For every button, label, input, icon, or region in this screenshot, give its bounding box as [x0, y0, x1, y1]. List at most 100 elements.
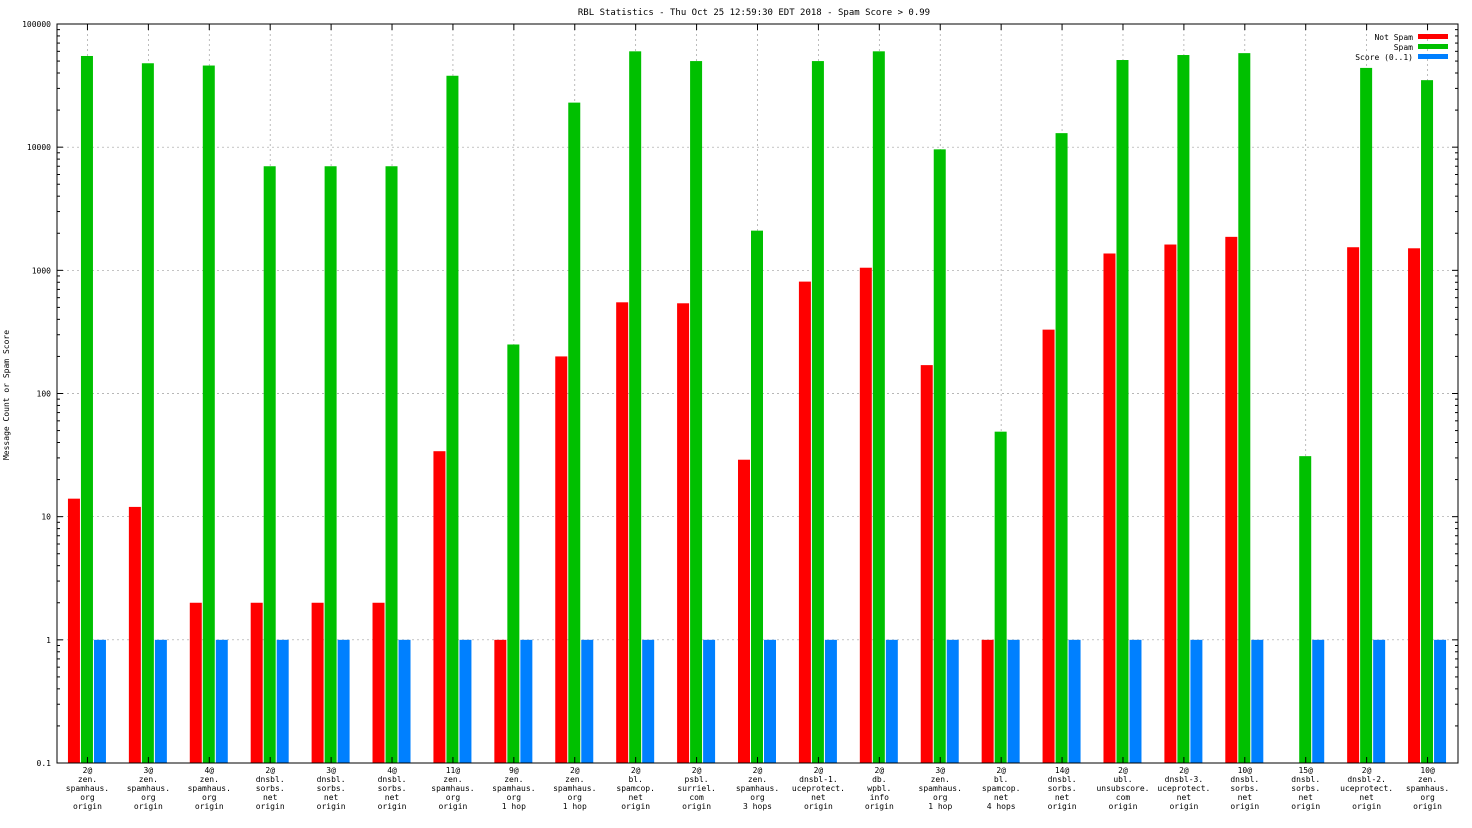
legend-swatch-1: [1418, 44, 1448, 49]
x-category-label-5-4: origin: [378, 802, 407, 811]
x-category-label-7-4: 1 hop: [502, 802, 526, 811]
x-category-label-15-1: bl.: [994, 775, 1008, 784]
bar-not-spam-2: [189, 602, 202, 763]
x-category-label-6-1: zen.: [443, 775, 462, 784]
x-category-label-22-4: origin: [1413, 802, 1442, 811]
bar-score-0-1--8: [581, 639, 594, 763]
x-category-label-10-2: surriel.: [677, 784, 716, 793]
y-tick-label-1: 1: [46, 636, 51, 645]
x-category-label-5-3: net: [385, 793, 400, 802]
x-category-label-22-3: org: [1420, 793, 1435, 802]
x-category-label-7-3: org: [507, 793, 522, 802]
x-category-label-17-2: unsubscore.: [1096, 784, 1149, 793]
bar-score-0-1--14: [946, 639, 959, 763]
bar-not-spam-8: [555, 356, 568, 763]
x-category-label-13-3: info: [870, 793, 889, 802]
x-category-label-6-2: spamhaus.: [431, 784, 474, 793]
x-category-label-12-3: net: [811, 793, 826, 802]
x-category-label-13-0: 2@: [875, 766, 885, 775]
x-category-label-7-2: spamhaus.: [492, 784, 535, 793]
legend-label-2: Score (0..1): [1355, 53, 1413, 62]
x-category-label-9-3: net: [628, 793, 643, 802]
bar-not-spam-13: [859, 267, 872, 763]
x-category-label-11-1: zen.: [748, 775, 767, 784]
bar-spam-4: [324, 166, 337, 763]
x-category-label-10-4: origin: [682, 802, 711, 811]
bar-score-0-1--22: [1434, 639, 1447, 763]
x-category-label-11-3: org: [750, 793, 765, 802]
bar-score-0-1--4: [337, 639, 350, 763]
bars: [67, 51, 1447, 764]
x-category-label-13-1: db.: [872, 775, 886, 784]
bar-not-spam-7: [494, 639, 507, 763]
y-tick-label-0: 0.1: [37, 759, 52, 768]
x-category-label-3-2: sorbs.: [256, 784, 285, 793]
x-category-label-10-1: psbl.: [685, 775, 709, 784]
bar-spam-2: [202, 65, 215, 764]
bar-spam-18: [1177, 55, 1190, 764]
bar-not-spam-6: [433, 451, 446, 763]
x-category-label-14-4: 1 hop: [928, 802, 952, 811]
bar-score-0-1--17: [1129, 639, 1142, 763]
x-category-label-6-3: org: [446, 793, 461, 802]
x-category-label-7-1: zen.: [504, 775, 523, 784]
bar-score-0-1--5: [398, 639, 411, 763]
bar-spam-8: [568, 102, 581, 764]
bar-not-spam-19: [1225, 236, 1238, 763]
x-category-label-21-4: origin: [1352, 802, 1381, 811]
x-category-label-13-2: wpbl.: [867, 784, 891, 793]
bar-not-spam-18: [1164, 244, 1177, 763]
bar-not-spam-22: [1408, 248, 1421, 764]
x-category-label-1-0: 3@: [144, 766, 154, 775]
x-category-label-5-2: sorbs.: [378, 784, 407, 793]
x-category-label-9-1: bl.: [628, 775, 642, 784]
x-category-label-0-3: org: [80, 793, 95, 802]
x-category-label-12-2: uceprotect.: [792, 784, 845, 793]
x-category-label-8-1: zen.: [565, 775, 584, 784]
bar-not-spam-21: [1347, 247, 1360, 763]
bar-score-0-1--15: [1007, 639, 1020, 763]
bar-score-0-1--10: [703, 639, 716, 763]
y-tick-label-4: 1000: [32, 266, 51, 275]
x-category-label-18-4: origin: [1169, 802, 1198, 811]
bar-spam-7: [507, 344, 520, 763]
x-category-label-10-3: com: [689, 793, 704, 802]
bar-score-0-1--20: [1312, 639, 1325, 763]
x-category-label-18-0: 2@: [1179, 766, 1189, 775]
x-category-label-16-1: dnsbl.: [1048, 775, 1077, 784]
bar-spam-19: [1238, 53, 1251, 763]
bar-spam-12: [811, 61, 824, 764]
bar-score-0-1--13: [885, 639, 898, 763]
y-tick-label-2: 10: [41, 513, 51, 522]
x-category-label-5-0: 4@: [387, 766, 397, 775]
x-category-label-13-4: origin: [865, 802, 894, 811]
bar-score-0-1--19: [1251, 639, 1264, 763]
x-category-label-0-4: origin: [73, 802, 102, 811]
x-category-label-11-2: spamhaus.: [736, 784, 779, 793]
x-category-label-11-0: 2@: [753, 766, 763, 775]
x-category-label-18-1: dnsbl-3.: [1165, 775, 1204, 784]
x-category-label-20-1: dnsbl.: [1291, 775, 1320, 784]
y-axis-label: Message Count or Spam Score: [2, 330, 11, 460]
x-category-label-18-2: uceprotect.: [1157, 784, 1210, 793]
legend-label-1: Spam: [1394, 43, 1413, 52]
x-category-label-4-4: origin: [317, 802, 346, 811]
x-category-label-12-4: origin: [804, 802, 833, 811]
x-category-label-1-2: spamhaus.: [127, 784, 170, 793]
bar-score-0-1--6: [459, 639, 472, 763]
bar-spam-22: [1421, 80, 1434, 763]
x-category-label-17-1: ubl.: [1113, 775, 1132, 784]
bar-not-spam-11: [738, 459, 750, 763]
x-category-label-19-0: 10@: [1238, 766, 1253, 775]
axes: 0.11101001000100001000002@zen.spamhaus.o…: [22, 20, 1458, 811]
bar-spam-9: [629, 51, 642, 764]
bar-spam-14: [933, 149, 946, 763]
x-category-label-19-3: net: [1238, 793, 1253, 802]
bar-spam-10: [690, 61, 703, 764]
x-category-label-16-0: 14@: [1055, 766, 1070, 775]
bar-score-0-1--9: [642, 639, 655, 763]
x-category-label-16-4: origin: [1048, 802, 1077, 811]
x-category-label-15-3: net: [994, 793, 1009, 802]
bar-spam-0: [80, 55, 93, 764]
bar-score-0-1--11: [764, 639, 776, 763]
